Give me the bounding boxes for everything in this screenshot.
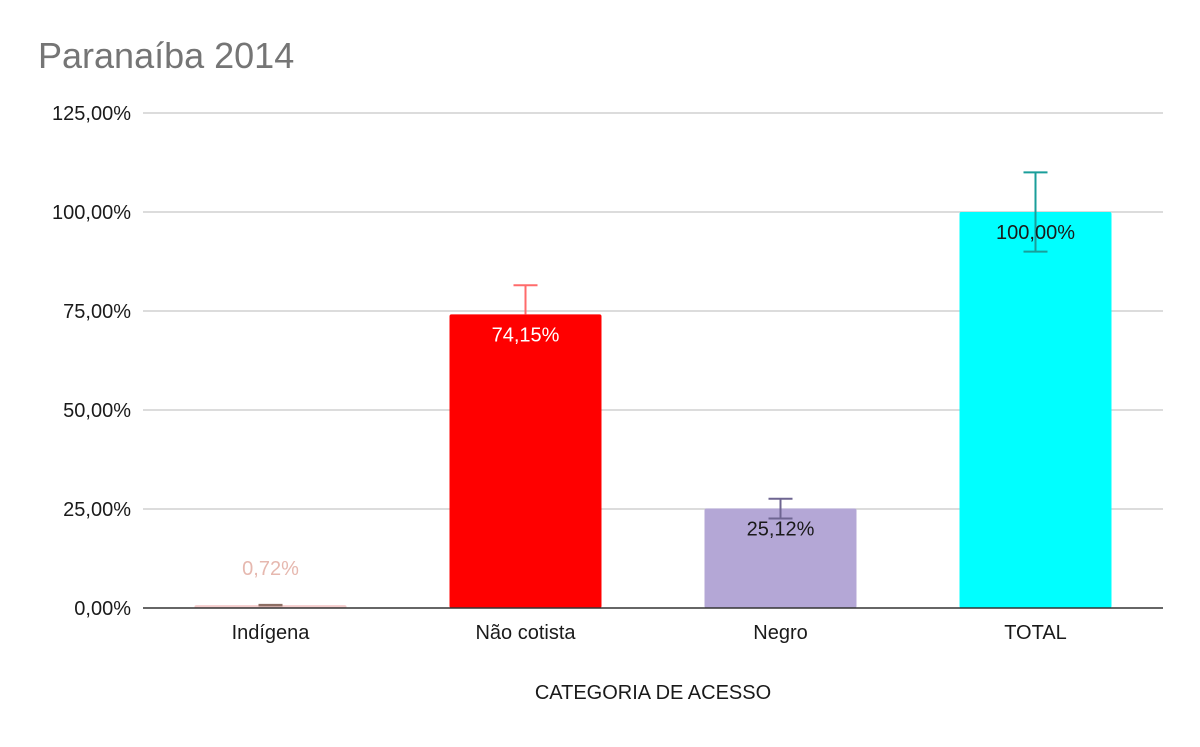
x-tick-label: Não cotista	[475, 622, 576, 644]
x-tick-label: TOTAL	[1004, 622, 1067, 644]
bars	[194, 212, 1112, 608]
y-tick-label: 0,00%	[74, 598, 131, 620]
x-axis-title: CATEGORIA DE ACESSO	[535, 682, 771, 704]
data-label: 0,72%	[242, 558, 299, 580]
y-tick-label: 25,00%	[63, 499, 131, 521]
y-tick-label: 50,00%	[63, 400, 131, 422]
data-label: 100,00%	[996, 222, 1075, 244]
y-tick-label: 100,00%	[52, 202, 131, 224]
y-tick-label: 125,00%	[52, 103, 131, 125]
bar	[959, 212, 1112, 608]
y-tick-label: 75,00%	[63, 301, 131, 323]
chart-title: Paranaíba 2014	[38, 35, 294, 76]
x-tick-label: Negro	[753, 622, 807, 644]
x-axis-ticks: Indígena Não cotista Negro TOTAL	[232, 622, 1067, 644]
data-label: 25,12%	[747, 519, 815, 541]
error-bars	[258, 171, 1048, 607]
data-label: 74,15%	[492, 324, 560, 346]
x-tick-label: Indígena	[232, 622, 311, 644]
y-axis-ticks: 0,00% 25,00% 50,00% 75,00% 100,00% 125,00%	[52, 103, 131, 620]
data-labels: 0,72% 74,15% 25,12% 100,00%	[242, 222, 1075, 580]
bar	[449, 314, 602, 608]
bar	[704, 508, 857, 608]
